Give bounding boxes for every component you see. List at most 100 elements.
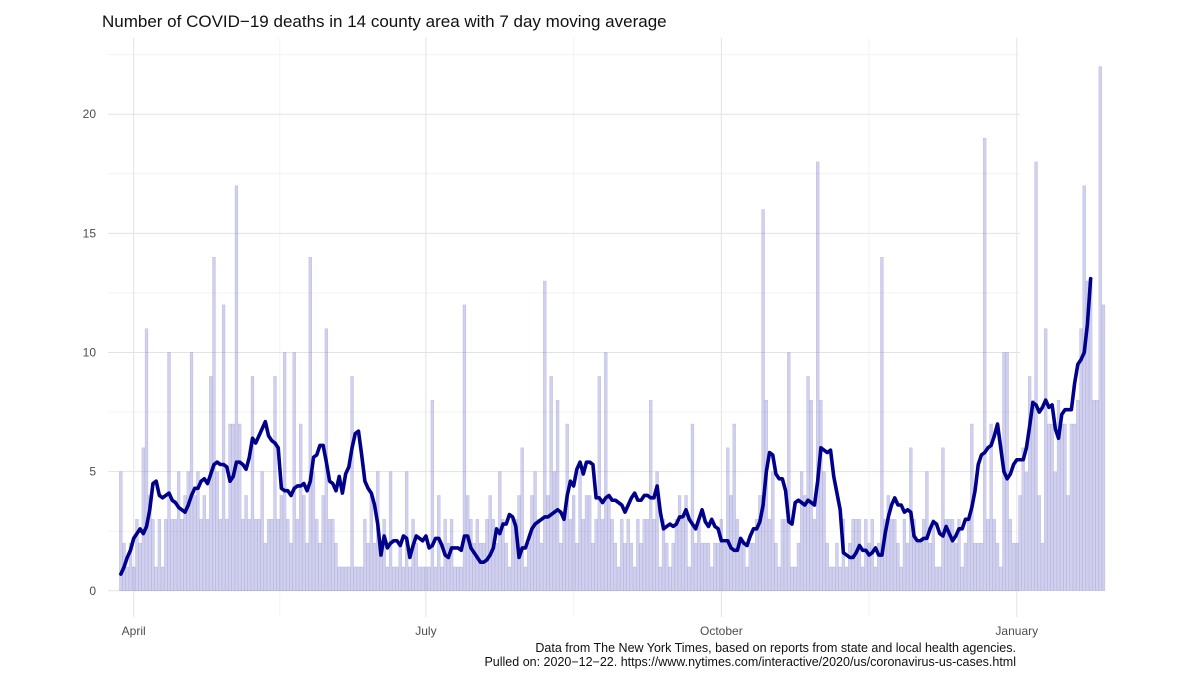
bar: [164, 519, 168, 591]
bar: [761, 209, 765, 591]
bar: [382, 519, 386, 591]
bar: [790, 566, 794, 591]
bar: [260, 471, 264, 591]
bar: [735, 519, 740, 591]
x-axis-labels: April July October January: [122, 624, 1038, 638]
bar: [530, 495, 534, 591]
bar: [835, 542, 839, 591]
bar: [803, 495, 807, 591]
bar: [1072, 423, 1077, 591]
bar: [880, 257, 884, 591]
bar: [809, 399, 813, 591]
bar: [144, 328, 149, 591]
bar: [571, 495, 576, 591]
bar: [1050, 423, 1054, 591]
bar: [922, 519, 926, 591]
bar: [607, 495, 611, 591]
bar: [581, 519, 585, 591]
bar: [645, 519, 650, 591]
bar: [401, 566, 406, 591]
bar: [588, 495, 592, 591]
bar: [912, 519, 916, 591]
bar: [787, 352, 791, 591]
bar: [915, 542, 919, 591]
bar: [722, 542, 727, 591]
bar: [221, 304, 226, 591]
bar: [289, 542, 293, 591]
bar: [282, 352, 287, 591]
bar: [372, 542, 377, 591]
bar: [135, 519, 139, 591]
bar: [755, 519, 759, 591]
bar: [238, 423, 242, 591]
bar: [684, 495, 688, 591]
bar: [713, 542, 717, 591]
bar: [427, 566, 431, 591]
bar: [424, 566, 428, 591]
bar: [848, 542, 852, 591]
bar: [812, 519, 817, 591]
bar: [620, 519, 624, 591]
bar: [167, 352, 171, 591]
bar: [992, 519, 996, 591]
bar: [655, 471, 659, 591]
bar: [215, 471, 219, 591]
bar: [671, 542, 675, 591]
bar: [1082, 185, 1086, 591]
bar: [1011, 542, 1016, 591]
bar: [745, 566, 749, 591]
bar: [520, 447, 524, 591]
y-tick-label: 5: [89, 465, 96, 479]
bar: [225, 519, 229, 591]
bar: [356, 566, 361, 591]
bar: [527, 542, 531, 591]
bar: [1034, 161, 1038, 591]
bar: [877, 542, 881, 591]
bar: [469, 519, 473, 591]
bar: [623, 542, 627, 591]
bar: [478, 542, 483, 591]
bar: [1018, 495, 1022, 591]
bar: [218, 519, 223, 591]
bar: [947, 519, 951, 591]
bar: [302, 495, 306, 591]
bar: [613, 542, 618, 591]
bar: [700, 542, 704, 591]
bar: [857, 519, 862, 591]
bar: [141, 447, 145, 591]
bar: [738, 542, 743, 591]
bar: [189, 352, 194, 591]
bar: [340, 566, 345, 591]
bar: [353, 566, 357, 591]
bar: [459, 566, 463, 591]
bar: [125, 566, 129, 591]
bar: [1101, 304, 1106, 591]
bar: [263, 542, 267, 591]
bar: [193, 495, 197, 591]
bar: [350, 376, 354, 591]
bar: [453, 566, 457, 591]
bar: [212, 257, 216, 591]
bar: [976, 542, 980, 591]
bar: [250, 376, 255, 591]
bar: [1056, 399, 1061, 591]
bar: [928, 542, 932, 591]
bar: [202, 495, 206, 591]
bar: [244, 495, 248, 591]
bar: [295, 519, 300, 591]
bar: [266, 519, 271, 591]
bar: [716, 542, 720, 591]
bar: [674, 519, 679, 591]
bar: [771, 471, 775, 591]
bar: [710, 566, 714, 591]
x-tick-label: January: [995, 624, 1038, 638]
bar: [893, 519, 897, 591]
bar: [816, 161, 820, 591]
bar: [960, 566, 964, 591]
bar: [690, 423, 695, 591]
bar: [979, 542, 984, 591]
bar: [154, 566, 158, 591]
bar: [780, 519, 785, 591]
bar: [241, 519, 245, 591]
